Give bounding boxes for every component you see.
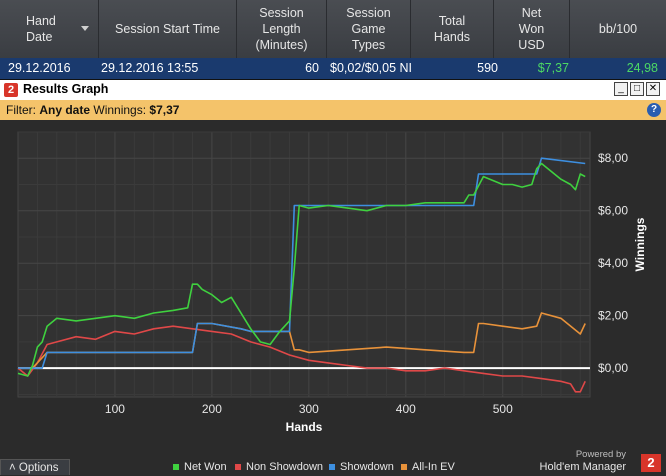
x-tick-label: 200: [202, 402, 222, 416]
y-tick-label: $4,00: [598, 256, 628, 270]
series-line-net-won: [17, 162, 586, 377]
column-header-session-length[interactable]: Session Length (Minutes): [237, 0, 327, 58]
close-button[interactable]: ✕: [646, 82, 660, 96]
winnings-value: $7,37: [149, 103, 180, 117]
options-label: Options: [18, 462, 59, 474]
cell-total-hands: 590: [477, 61, 498, 75]
maximize-button[interactable]: □: [630, 82, 644, 96]
column-label: Total Hands: [433, 14, 471, 44]
hm2-badge-icon: 2: [4, 83, 18, 97]
series-line-non-showdown: [17, 325, 586, 393]
legend-item-non-showdown: Non Showdown: [235, 461, 323, 473]
legend-item-net-won: Net Won: [173, 461, 227, 473]
window-title: Results Graph: [23, 82, 109, 96]
y-tick-label: $0,00: [598, 361, 628, 375]
column-header-bb100[interactable]: bb/100: [570, 0, 666, 58]
brand-name: Hold'em Manager: [539, 461, 626, 473]
legend-label: Net Won: [184, 461, 227, 473]
results-chart: 100 200 300 400 500 $0,00 $2,00 $4,00 $6,00 $8,00…: [17, 131, 647, 434]
column-label: Net Won USD: [518, 6, 545, 52]
column-header-hand-date[interactable]: Hand Date: [0, 0, 99, 58]
legend-label: Showdown: [340, 461, 394, 473]
x-tick-label: 400: [396, 402, 416, 416]
legend-item-showdown: Showdown: [329, 461, 394, 473]
column-label: Session Length (Minutes): [255, 6, 308, 52]
winnings-label: Winnings:: [93, 103, 147, 117]
sort-desc-icon: [81, 26, 89, 31]
results-graph: 100 200 300 400 500 $0,00 $2,00 $4,00 $6,00 $8,00…: [0, 120, 666, 461]
plot-background: [17, 131, 591, 398]
help-icon[interactable]: ?: [647, 103, 661, 117]
chevron-up-icon: ˄: [9, 462, 16, 474]
powered-by: Powered by Hold'em Manager: [540, 449, 626, 473]
x-tick-label: 100: [105, 402, 125, 416]
legend-label: Non Showdown: [246, 461, 324, 473]
powered-by-label: Powered by: [575, 449, 626, 460]
series-line-showdown: [18, 157, 586, 369]
column-header-net-won[interactable]: Net Won USD: [494, 0, 570, 58]
legend-label: All-In EV: [412, 461, 455, 473]
y-tick-label: $2,00: [598, 309, 628, 323]
legend-swatch: [401, 464, 407, 470]
filter-bar: Filter: Any date Winnings: $7,37 ?: [0, 100, 666, 120]
cell-session-start: 29.12.2016 13:55: [101, 61, 199, 75]
table-row[interactable]: 29.12.2016 29.12.2016 13:55 60 $0,02/$0,…: [0, 58, 666, 80]
hm2-logo-icon: 2: [641, 454, 661, 472]
column-label: Session Game Types: [346, 6, 391, 52]
legend-swatch: [235, 464, 241, 470]
table-header: Hand Date Session Start Time Session Len…: [0, 0, 666, 59]
column-label: Session Start Time: [115, 22, 220, 36]
cell-session-length: 60: [305, 61, 319, 75]
y-axis-label: Winnings: [633, 217, 647, 271]
cell-bb100: 24,98: [626, 61, 658, 75]
legend-swatch: [329, 464, 335, 470]
x-axis-label: Hands: [286, 420, 323, 434]
options-button[interactable]: ˄ Options: [0, 459, 70, 475]
column-header-total-hands[interactable]: Total Hands: [411, 0, 494, 58]
column-label: Hand Date: [26, 14, 56, 44]
cell-net-won: $7,37: [537, 61, 569, 75]
cell-hand-date: 29.12.2016: [8, 61, 71, 75]
filter-label: Filter:: [6, 103, 36, 117]
legend-swatch: [173, 464, 179, 470]
x-tick-label: 500: [493, 402, 513, 416]
results-graph-titlebar: 2 Results Graph _ □ ✕: [0, 80, 666, 100]
y-tick-label: $6,00: [598, 204, 628, 218]
minimize-button[interactable]: _: [614, 82, 628, 96]
column-header-game-types[interactable]: Session Game Types: [327, 0, 411, 58]
y-tick-label: $8,00: [598, 151, 628, 165]
cell-game-types: $0,02/$0,05 NI: [330, 61, 413, 75]
legend-item-all-in-ev: All-In EV: [401, 461, 455, 473]
column-label: bb/100: [598, 22, 638, 36]
filter-date-value[interactable]: Any date: [39, 103, 91, 117]
column-header-session-start[interactable]: Session Start Time: [99, 0, 237, 58]
x-tick-label: 300: [299, 402, 319, 416]
